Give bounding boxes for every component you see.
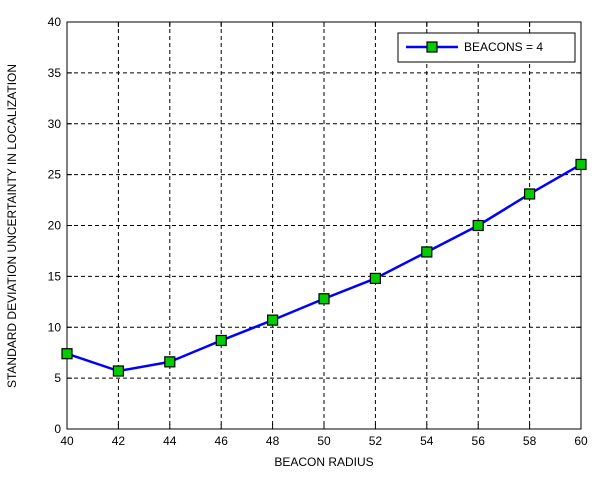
y-tick-label: 5 [54, 371, 61, 385]
y-tick-label: 0 [54, 422, 61, 436]
y-tick-label: 20 [48, 219, 62, 233]
data-point-marker [267, 314, 279, 326]
legend-label: BEACONS = 4 [464, 40, 543, 54]
data-point-marker [318, 293, 330, 305]
grid-lines [67, 22, 581, 429]
data-point-marker [112, 365, 125, 377]
data-point-marker [215, 334, 227, 347]
x-tick-label: 60 [574, 434, 588, 448]
x-tick-label: 48 [266, 434, 280, 448]
legend: BEACONS = 4 [397, 32, 576, 63]
x-tick-label: 42 [112, 434, 126, 448]
data-point-marker [575, 158, 587, 171]
series-group [61, 158, 587, 377]
x-tick-label: 54 [420, 434, 434, 448]
legend-marker-sample [426, 41, 438, 53]
y-tick-label: 35 [48, 66, 62, 80]
data-point-marker [472, 219, 484, 232]
x-tick-label: 50 [317, 434, 331, 448]
y-tick-label: 15 [48, 269, 62, 283]
data-point-marker [369, 272, 381, 285]
x-axis-ticks: 40 42 44 46 48 50 52 54 56 58 60 [60, 22, 588, 448]
x-axis-title: BEACON RADIUS [274, 455, 373, 469]
y-axis-ticks: 0 5 10 15 20 25 30 35 40 [48, 15, 581, 436]
data-point-marker [421, 246, 433, 258]
y-tick-label: 30 [48, 117, 62, 131]
y-tick-label: 40 [48, 15, 62, 29]
data-point-marker [523, 188, 536, 200]
y-tick-label: 10 [48, 320, 62, 334]
x-tick-label: 44 [163, 434, 177, 448]
x-tick-label: 46 [215, 434, 229, 448]
x-tick-label: 40 [60, 434, 74, 448]
data-point-marker [61, 348, 73, 360]
x-tick-label: 58 [523, 434, 537, 448]
data-point-marker [164, 356, 176, 368]
y-tick-label: 25 [48, 168, 62, 182]
x-tick-label: 52 [369, 434, 383, 448]
x-tick-label: 56 [472, 434, 486, 448]
legend-box [397, 32, 576, 63]
y-axis-title: STANDARD DEVIATION UNCERTAINTY IN LOCALI… [5, 64, 19, 388]
